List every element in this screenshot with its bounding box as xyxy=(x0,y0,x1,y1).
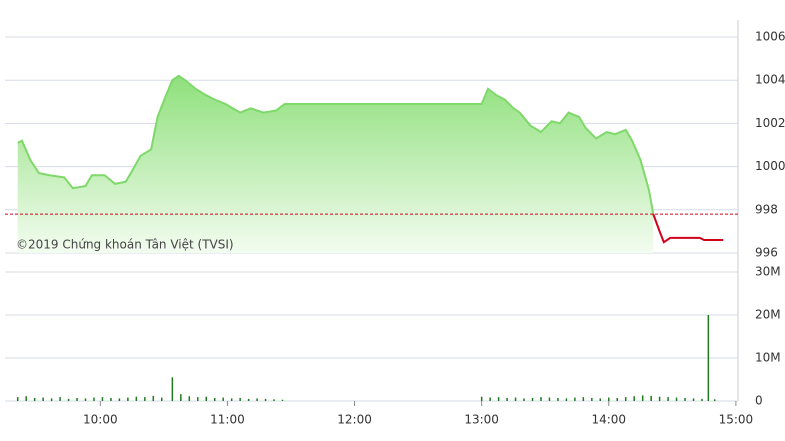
y-tick-label: 20M xyxy=(755,308,781,322)
x-tick-label: 11:00 xyxy=(210,413,245,427)
volume-bar xyxy=(118,398,121,401)
volume-bar xyxy=(701,398,703,401)
volume-bar xyxy=(548,397,551,401)
volume-bar xyxy=(707,315,710,401)
x-tick-label: 13:00 xyxy=(464,413,499,427)
volume-bar xyxy=(565,398,568,401)
volume-bar xyxy=(599,398,602,401)
volume-bar xyxy=(239,397,241,401)
volume-bar xyxy=(692,398,695,401)
volume-bar xyxy=(205,396,208,401)
volume-bar xyxy=(213,397,216,401)
volume-bar xyxy=(256,398,258,401)
volume-bar xyxy=(101,397,104,401)
volume-bar xyxy=(84,398,87,401)
volume-bar xyxy=(247,398,250,401)
volume-bar xyxy=(110,397,112,401)
volume-bar xyxy=(633,396,635,401)
volume-bar xyxy=(264,398,267,401)
volume-bar xyxy=(76,397,78,401)
volume-bar xyxy=(497,397,500,401)
volume-bar xyxy=(489,397,491,401)
volume-bar xyxy=(273,399,275,401)
volume-bar xyxy=(50,398,53,401)
volume-bar xyxy=(574,397,576,401)
volume-bar xyxy=(93,397,95,401)
volume-bar xyxy=(591,397,593,401)
volume-bar xyxy=(480,396,483,401)
volume-bar xyxy=(684,397,686,401)
volume-bar xyxy=(25,396,27,401)
volume-bar xyxy=(540,397,542,401)
volume-bar xyxy=(127,397,129,401)
x-tick-label: 10:00 xyxy=(83,413,118,427)
volume-bar xyxy=(152,395,155,401)
volume-bar xyxy=(650,395,652,401)
volume-bar xyxy=(582,397,585,401)
x-tick-label: 12:00 xyxy=(337,413,372,427)
volume-bar xyxy=(616,397,618,401)
y-tick-label: 1006 xyxy=(755,30,785,44)
volume-bar xyxy=(514,397,517,401)
volume-bar xyxy=(506,397,508,401)
y-tick-label: 1002 xyxy=(755,116,785,130)
volume-bar xyxy=(608,397,610,401)
volume-bar xyxy=(557,397,559,401)
y-tick-label: 30M xyxy=(755,265,781,279)
y-tick-label: 0 xyxy=(755,394,763,408)
volume-bar xyxy=(523,398,525,401)
volume-bar xyxy=(144,397,146,401)
volume-bar xyxy=(59,397,61,401)
volume-bar xyxy=(675,397,678,401)
volume-bar xyxy=(531,397,534,401)
volume-bar xyxy=(180,394,182,401)
y-tick-label: 998 xyxy=(755,202,778,216)
price-line xyxy=(17,74,655,215)
volume-bar xyxy=(135,396,138,401)
x-tick-label: 14:00 xyxy=(591,413,626,427)
volume-bar xyxy=(16,397,19,401)
volume-bar xyxy=(230,398,233,401)
watermark: ©2019 Chứng khoán Tân Việt (TVSI) xyxy=(16,238,234,252)
volume-bar xyxy=(624,397,627,401)
y-tick-label: 1000 xyxy=(755,159,785,173)
x-tick-label: 15:00 xyxy=(719,413,754,427)
y-tick-label: 10M xyxy=(755,351,781,365)
price-area xyxy=(17,75,654,253)
volume-bar xyxy=(197,397,199,401)
price-line xyxy=(652,213,724,244)
volume-bar xyxy=(33,397,36,401)
volume-bar xyxy=(42,397,44,401)
volume-bar xyxy=(667,397,669,401)
volume-bar xyxy=(658,396,661,401)
volume-bar xyxy=(67,398,70,401)
volume-bar xyxy=(171,377,174,401)
volume-bar xyxy=(641,395,644,401)
volume-bar xyxy=(281,399,284,401)
volume-bar xyxy=(713,399,716,401)
volume-bar xyxy=(161,397,163,401)
y-tick-label: 1004 xyxy=(755,73,785,87)
y-tick-label: 996 xyxy=(755,246,778,260)
volume-bar xyxy=(222,397,224,401)
volume-bar xyxy=(188,396,191,401)
